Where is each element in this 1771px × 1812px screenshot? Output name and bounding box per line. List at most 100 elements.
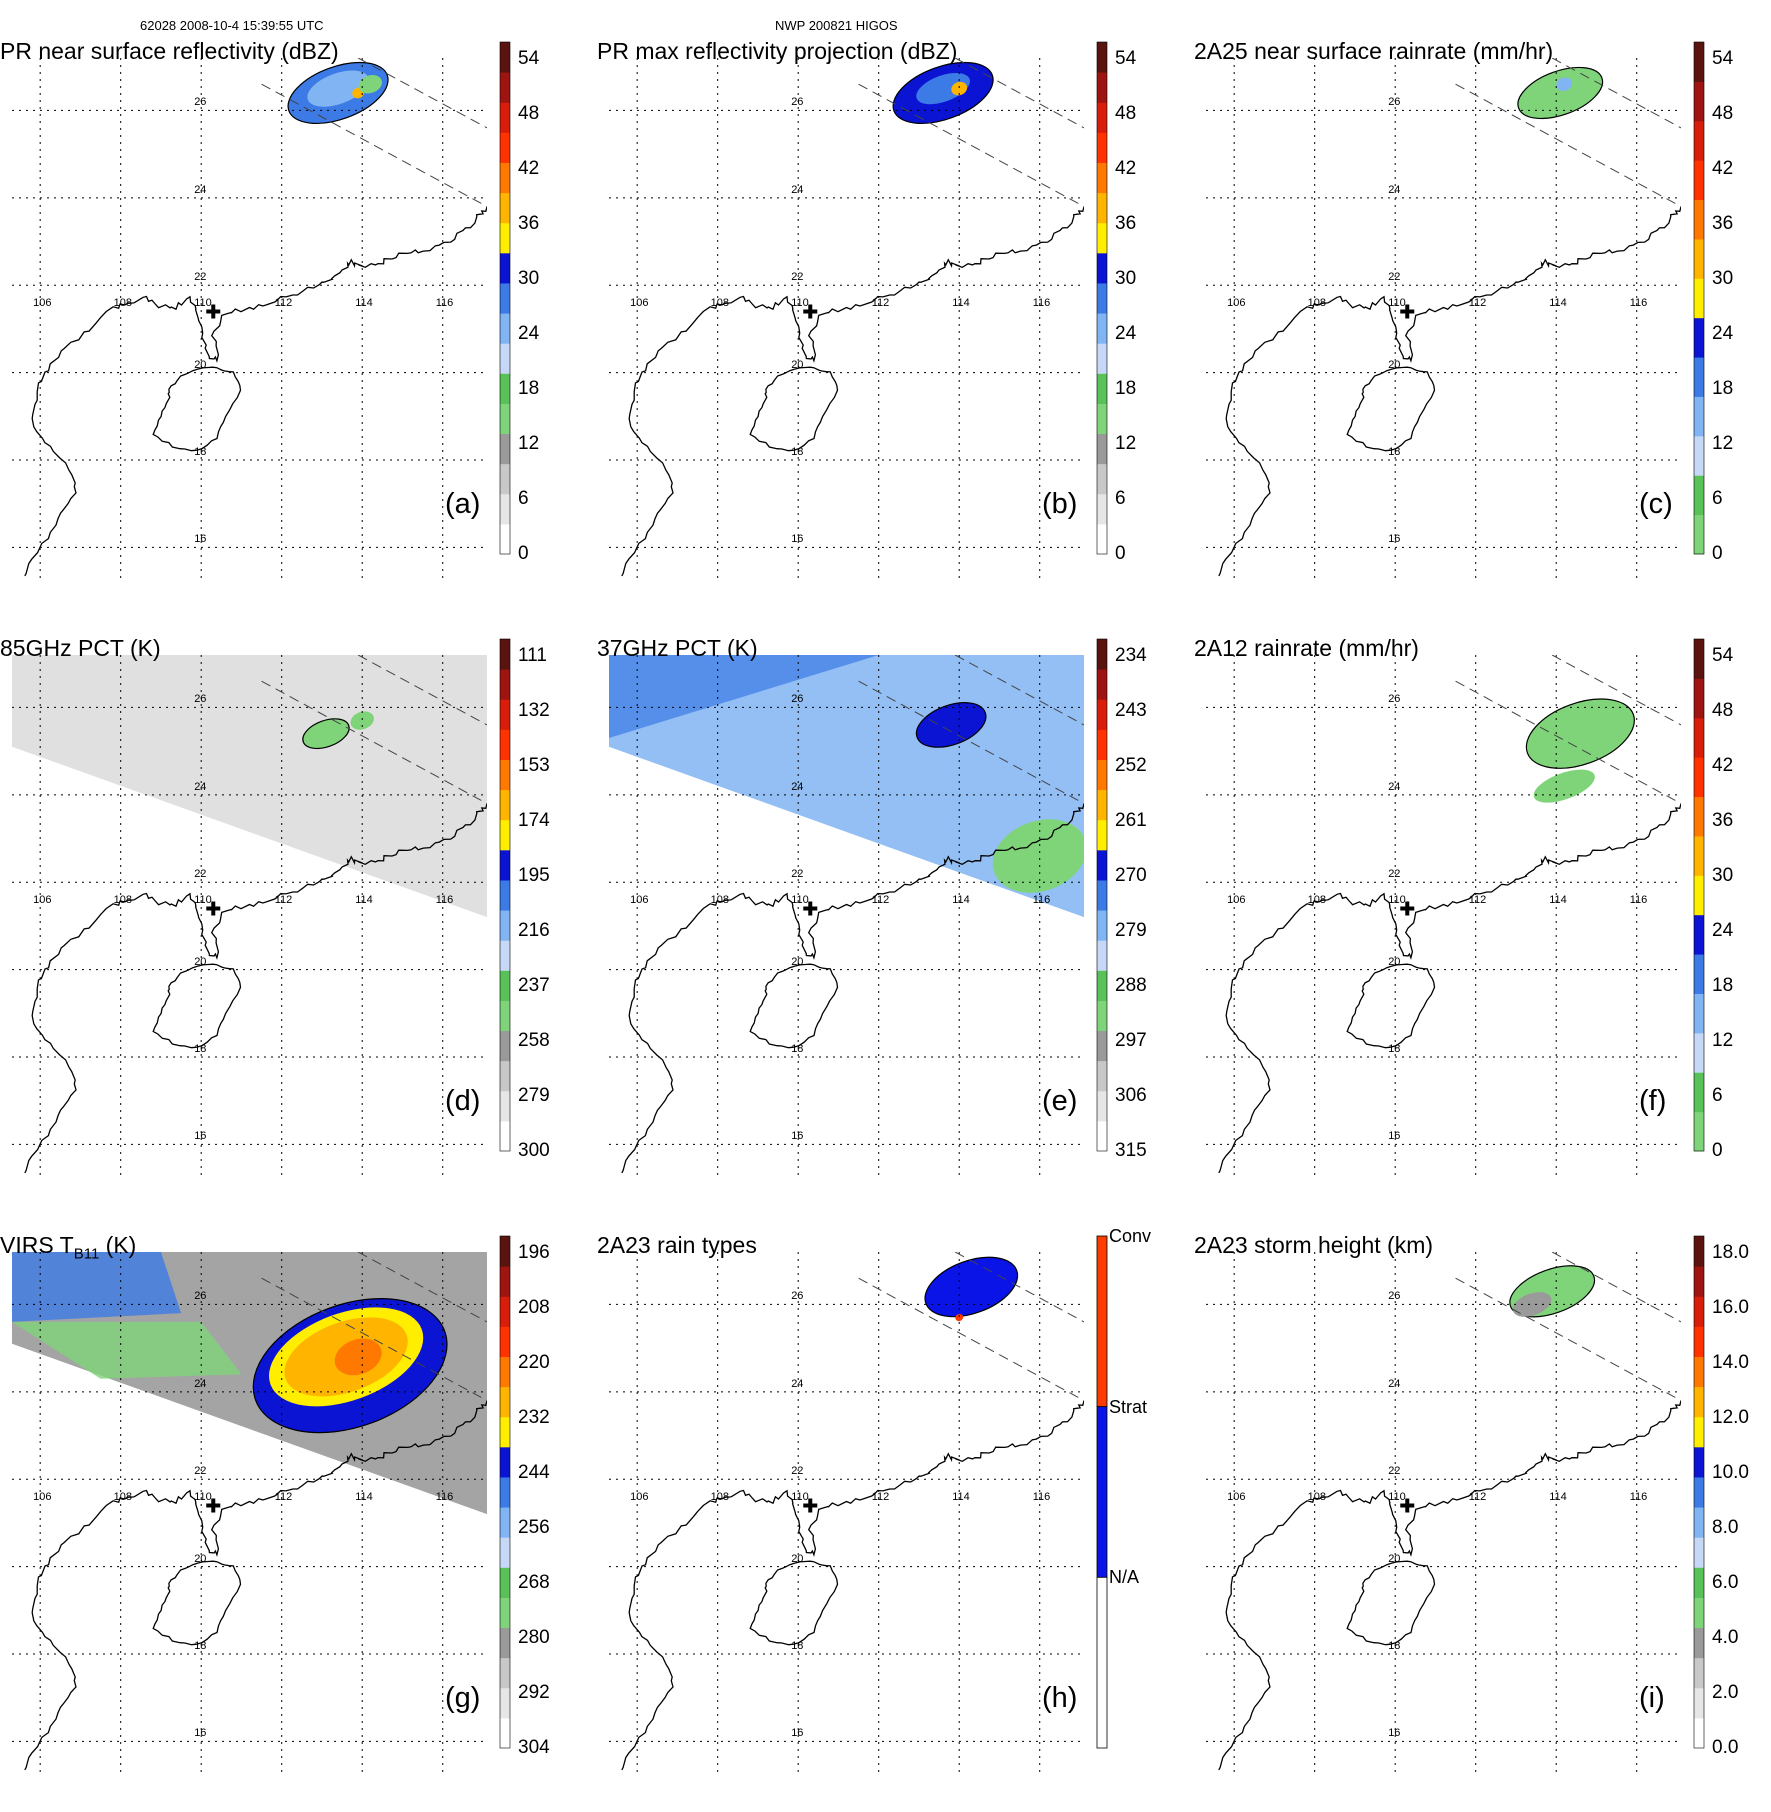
colorbar <box>1693 638 1705 1152</box>
panel-title-text: VIRS T <box>0 1232 74 1258</box>
coastline <box>1218 1400 1681 1771</box>
colorbar-segment <box>500 1717 510 1749</box>
colorbar-segment <box>500 699 510 730</box>
colorbar-label: 0 <box>1712 1140 1723 1161</box>
precip-area <box>1517 66 1604 120</box>
colorbar-label: 232 <box>518 1406 550 1428</box>
precip-area <box>924 1256 1019 1318</box>
lat-label: 24 <box>1388 1377 1401 1390</box>
swath-edge <box>1455 680 1681 805</box>
storm-center-marker <box>803 901 818 916</box>
lat-label: 26 <box>791 693 804 706</box>
panel-label: (e) <box>1042 1085 1078 1117</box>
colorbar-segment <box>1694 678 1704 719</box>
swath-edge <box>357 1252 487 1323</box>
lon-label: 112 <box>274 1491 293 1504</box>
lat-label: 16 <box>194 1727 207 1740</box>
colorbar-segment <box>500 252 510 284</box>
colorbar-segment <box>1694 1072 1704 1113</box>
colorbar-segment <box>1097 1000 1107 1032</box>
colorbar-frame <box>1096 638 1108 1152</box>
precip-area <box>1556 77 1573 91</box>
lon-label: 116 <box>1629 1491 1648 1504</box>
lat-label: 18 <box>194 1640 207 1653</box>
lon-label: 106 <box>33 297 52 310</box>
lon-label: 112 <box>871 297 890 310</box>
colorbar-label: 6 <box>1712 487 1723 509</box>
colorbar-segment <box>1694 396 1704 437</box>
colorbar-segment <box>1694 796 1704 837</box>
panel-label: (g) <box>445 1682 481 1714</box>
panel-label: (d) <box>445 1085 481 1117</box>
colorbar-segment <box>500 282 510 314</box>
colorbar-segment <box>1694 317 1704 358</box>
lon-label: 116 <box>435 894 454 907</box>
colorbar-segment <box>500 433 510 465</box>
colorbar-segment <box>1694 1296 1704 1327</box>
colorbar-segment <box>500 759 510 791</box>
swath-edge <box>954 655 1084 726</box>
colorbar-label: 54 <box>1712 47 1734 69</box>
panel-title-text: PR max reflectivity projection (dBZ) <box>597 38 958 64</box>
lat-label: 20 <box>194 1552 207 1565</box>
lon-label: 112 <box>871 894 890 907</box>
colorbar-label: 48 <box>1712 102 1734 124</box>
lat-label: 20 <box>1388 955 1401 968</box>
lon-label: 108 <box>113 894 133 907</box>
lat-label: 22 <box>791 868 804 881</box>
colorbar-segment <box>1096 1406 1108 1578</box>
colorbar-segment <box>1097 1030 1107 1062</box>
lon-label: 110 <box>1388 894 1406 907</box>
colorbar-frame <box>499 41 511 555</box>
colorbar-segment <box>1694 160 1704 201</box>
colorbar-label: 315 <box>1115 1140 1147 1161</box>
lat-label: 18 <box>194 1043 207 1056</box>
colorbar-label: 48 <box>1712 699 1734 721</box>
storm-center-marker <box>206 1498 221 1513</box>
colorbar-segment <box>500 1266 510 1297</box>
swath-edge <box>1455 1277 1681 1402</box>
precip-area <box>951 81 968 96</box>
colorbar-segment <box>1097 759 1107 791</box>
lon-label: 116 <box>435 297 454 310</box>
panel-title: 2A23 storm height (km) <box>1194 1232 1433 1259</box>
colorbar-segment <box>1097 879 1107 911</box>
colorbar-label: 195 <box>518 864 550 886</box>
lon-label: 110 <box>791 894 809 907</box>
colorbar-label: 270 <box>1115 864 1147 886</box>
colorbar-label: 24 <box>518 322 540 344</box>
colorbar-label: 30 <box>1712 267 1734 289</box>
colorbar-label: 12 <box>1712 1029 1734 1051</box>
lon-label: 110 <box>791 297 809 310</box>
colorbar-segment <box>1694 1627 1704 1659</box>
lat-label: 20 <box>791 1552 804 1565</box>
map-g <box>12 1235 511 1772</box>
colorbar-segment <box>1694 357 1704 397</box>
coastline <box>621 206 1084 577</box>
lon-label: 106 <box>630 894 649 907</box>
colorbar-label: Strat <box>1109 1396 1148 1417</box>
colorbar-frame <box>1693 1235 1705 1749</box>
lat-label: 18 <box>791 446 804 459</box>
swath-edge <box>357 58 487 129</box>
lon-label: 116 <box>1032 297 1051 310</box>
panel-label: (h) <box>1042 1682 1078 1714</box>
precip-area <box>1533 769 1595 803</box>
header-storm-id: NWP 200821 HIGOS <box>775 18 898 33</box>
panel-title-text: 2A23 storm height (km) <box>1194 1232 1434 1258</box>
colorbar-label: 252 <box>1115 754 1147 776</box>
lon-label: 114 <box>355 297 373 310</box>
panel-title: PR max reflectivity projection (dBZ) <box>597 38 957 65</box>
colorbar-segment <box>500 1657 510 1689</box>
lon-label: 106 <box>1227 1491 1246 1504</box>
colorbar-segment <box>500 1120 510 1152</box>
colorbar-segment <box>500 1416 510 1448</box>
lon-label: 108 <box>1307 1491 1327 1504</box>
lat-label: 24 <box>194 1377 207 1390</box>
colorbar-label: 216 <box>518 919 550 941</box>
colorbar-label: 300 <box>518 1140 550 1161</box>
lat-label: 18 <box>1388 1043 1401 1056</box>
colorbar-segment <box>1097 849 1107 881</box>
colorbar-segment <box>1097 102 1107 133</box>
lon-label: 112 <box>1468 894 1487 907</box>
